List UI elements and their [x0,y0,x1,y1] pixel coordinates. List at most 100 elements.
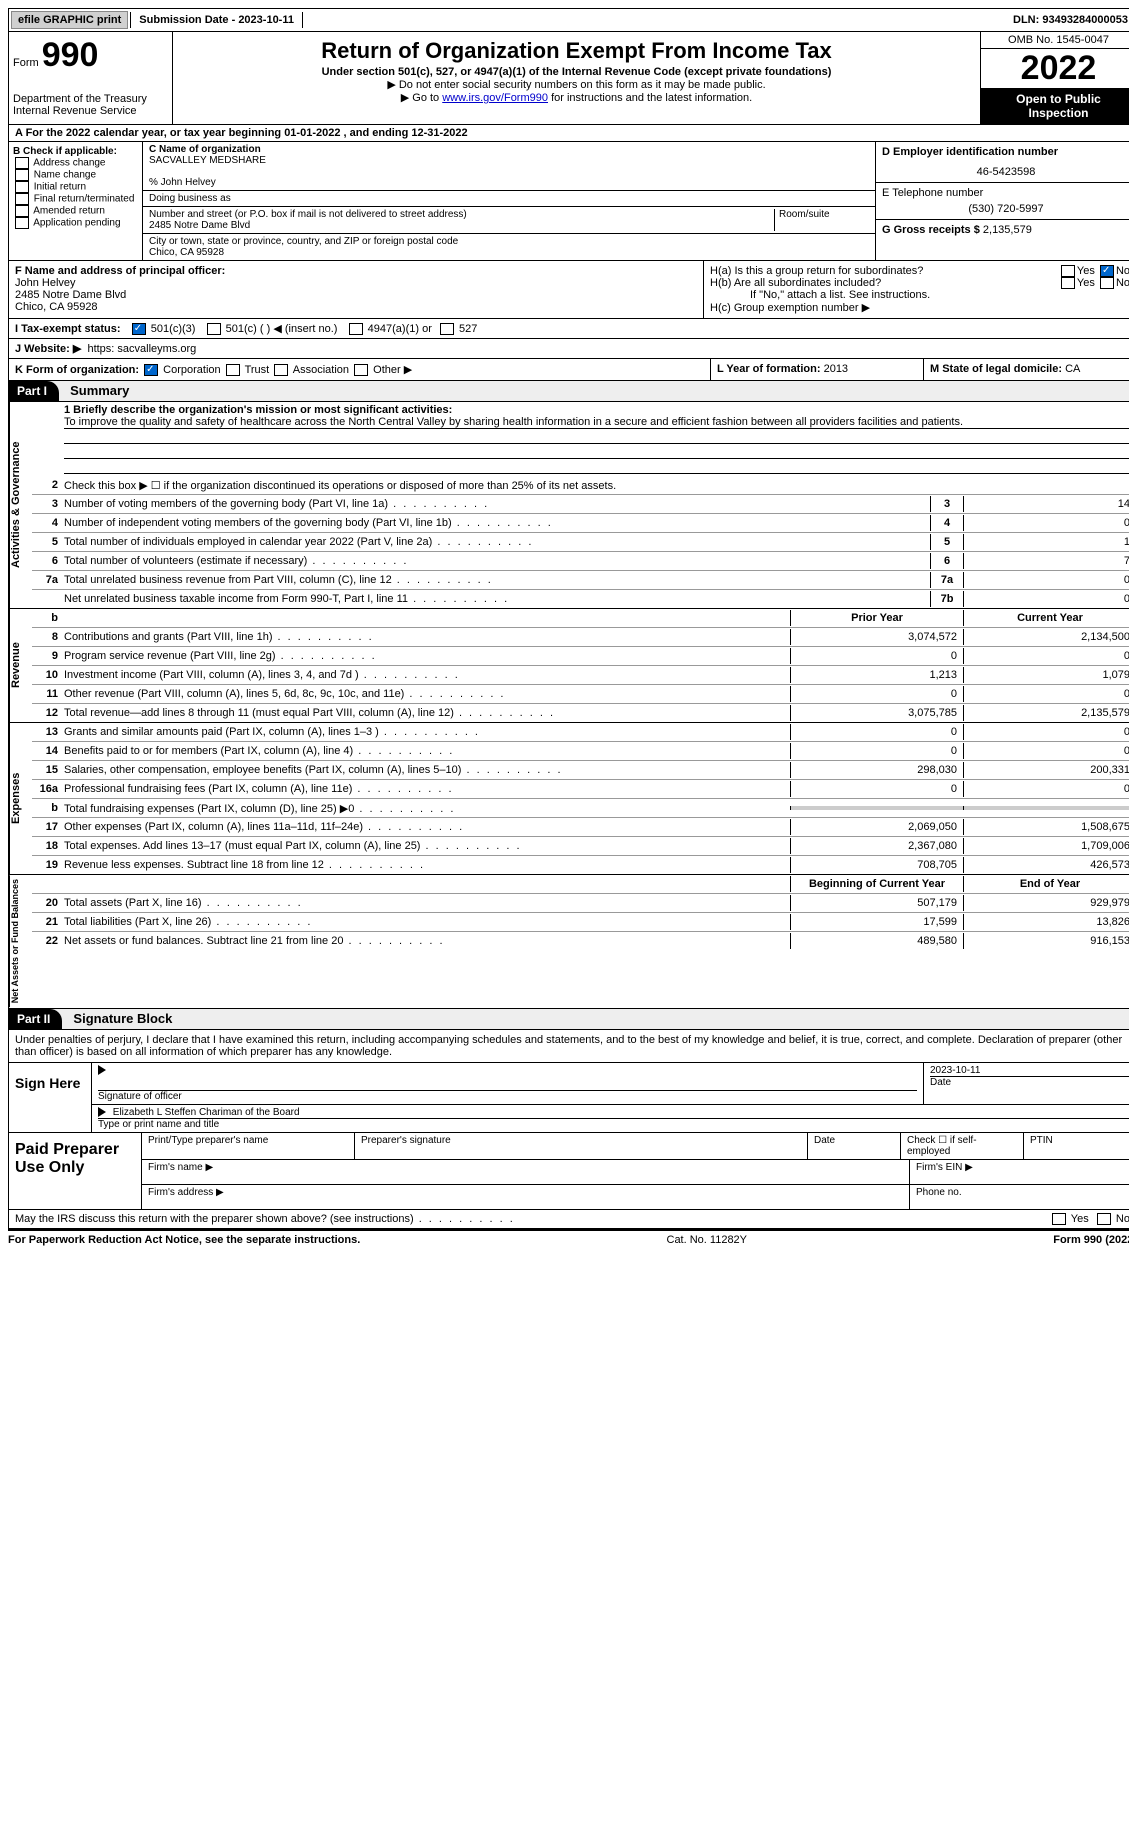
mission-label: 1 Briefly describe the organization's mi… [64,404,1129,416]
mission-block: 1 Briefly describe the organization's mi… [32,402,1129,476]
sub3-pre: ▶ Go to [401,92,442,104]
prior-year-hdr: Prior Year [790,610,963,626]
colb-checkbox[interactable] [15,217,29,229]
ha-label: H(a) Is this a group return for subordin… [710,265,923,277]
501c3-checkbox[interactable] [132,323,146,335]
col-c: C Name of organization SACVALLEY MEDSHAR… [143,142,875,260]
line-2: 2Check this box ▶ ☐ if the organization … [32,476,1129,495]
colb-item: Application pending [13,217,138,229]
ha-no-checkbox[interactable] [1100,265,1114,277]
sig-name-label: Type or print name and title [98,1118,1129,1130]
sig-name: Elizabeth L Steffen Chariman of the Boar… [113,1107,300,1118]
summary-line: 5Total number of individuals employed in… [32,533,1129,552]
colb-checkbox[interactable] [15,169,29,181]
irs-label: Internal Revenue Service [13,105,168,117]
summary-line: 14Benefits paid to or for members (Part … [32,742,1129,761]
colb-item: Address change [13,157,138,169]
form-number: 990 [42,36,99,74]
row-j: J Website: ▶ https: sacvalleyms.org [8,339,1129,359]
row-klm: K Form of organization: Corporation Trus… [8,359,1129,381]
header-sub3: ▶ Go to www.irs.gov/Form990 for instruct… [177,91,976,104]
other-checkbox[interactable] [354,364,368,376]
summary-line: 20Total assets (Part X, line 16)507,1799… [32,894,1129,913]
opt-527: 527 [459,323,477,335]
hb-yes-checkbox[interactable] [1061,277,1075,289]
discuss-yes-checkbox[interactable] [1052,1213,1066,1225]
gross-receipts-label: G Gross receipts $ [882,224,980,236]
website-label: J Website: ▶ [15,343,81,355]
prep-self-emp: Check ☐ if self-employed [901,1133,1024,1159]
ha-yes-checkbox[interactable] [1061,265,1075,277]
cat-no: Cat. No. 11282Y [667,1234,748,1246]
assoc-checkbox[interactable] [274,364,288,376]
colb-item: Initial return [13,181,138,193]
state-domicile: CA [1065,363,1080,375]
header-mid: Return of Organization Exempt From Incom… [173,32,980,124]
eoy-hdr: End of Year [963,876,1129,892]
discuss-no-checkbox[interactable] [1097,1213,1111,1225]
part1-title: Summary [62,383,129,398]
gross-receipts-value: 2,135,579 [983,224,1032,236]
hb-no-checkbox[interactable] [1100,277,1114,289]
page-footer: For Paperwork Reduction Act Notice, see … [8,1229,1129,1249]
hb-label: H(b) Are all subordinates included? [710,277,881,289]
527-checkbox[interactable] [440,323,454,335]
org-name-label: C Name of organization [149,144,261,155]
officer-name: John Helvey [15,277,76,289]
col-h: H(a) Is this a group return for subordin… [703,261,1129,318]
discuss-label: May the IRS discuss this return with the… [15,1213,414,1225]
corp-checkbox[interactable] [144,364,158,376]
prep-sig-label: Preparer's signature [355,1133,808,1159]
summary-line: 17Other expenses (Part IX, column (A), l… [32,818,1129,837]
care-of: % John Helvey [149,177,216,188]
ein-label: D Employer identification number [882,146,1129,158]
colb-checkbox[interactable] [15,157,29,169]
rev-section: Revenue b Prior Year Current Year 8Contr… [8,609,1129,723]
paperwork-notice: For Paperwork Reduction Act Notice, see … [8,1234,360,1246]
summary-line: 7aTotal unrelated business revenue from … [32,571,1129,590]
colb-checkbox[interactable] [15,193,29,205]
firm-ein-label: Firm's EIN ▶ [910,1160,1129,1184]
prep-ptin-label: PTIN [1024,1133,1129,1159]
part2-title: Signature Block [65,1011,172,1026]
officer-label: F Name and address of principal officer: [15,265,225,277]
tax-year: 2022 [981,49,1129,88]
state-domicile-label: M State of legal domicile: [930,363,1062,375]
form-title: Return of Organization Exempt From Incom… [177,38,976,64]
boy-hdr: Beginning of Current Year [790,876,963,892]
vtab-net: Net Assets or Fund Balances [9,875,32,1007]
opt-4947: 4947(a)(1) or [368,323,432,335]
colb-checkbox[interactable] [15,205,29,217]
col-k: K Form of organization: Corporation Trus… [9,359,710,380]
room-suite-label: Room/suite [779,209,830,220]
efile-print-button[interactable]: efile GRAPHIC print [11,11,128,29]
col-b-header: B Check if applicable: [13,146,138,157]
trust-checkbox[interactable] [226,364,240,376]
summary-line: 18Total expenses. Add lines 13–17 (must … [32,837,1129,856]
phone-value: (530) 720-5997 [882,199,1129,215]
colb-checkbox[interactable] [15,181,29,193]
summary-line: 8Contributions and grants (Part VIII, li… [32,628,1129,647]
exp-section: Expenses 13Grants and similar amounts pa… [8,723,1129,875]
form-org-label: K Form of organization: [15,364,139,376]
org-name: SACVALLEY MEDSHARE [149,155,266,166]
submission-date: Submission Date - 2023-10-11 [130,12,303,28]
form-label: Form [13,57,39,69]
form990-link[interactable]: www.irs.gov/Form990 [442,92,548,104]
501c-checkbox[interactable] [207,323,221,335]
sub3-post: for instructions and the latest informat… [551,92,752,104]
gov-section: Activities & Governance 1 Briefly descri… [8,402,1129,609]
efile-topbar: efile GRAPHIC print Submission Date - 20… [8,8,1129,32]
summary-line: 9Program service revenue (Part VIII, lin… [32,647,1129,666]
4947-checkbox[interactable] [349,323,363,335]
form-header: Form 990 Department of the Treasury Inte… [8,32,1129,125]
summary-line: Net unrelated business taxable income fr… [32,590,1129,608]
city-state-zip: Chico, CA 95928 [149,247,224,258]
opt-assoc: Association [293,364,349,376]
summary-line: 12Total revenue—add lines 8 through 11 (… [32,704,1129,722]
header-sub1: Under section 501(c), 527, or 4947(a)(1)… [177,66,976,78]
omb-number: OMB No. 1545-0047 [981,32,1129,49]
colb-item: Amended return [13,205,138,217]
summary-line: 21Total liabilities (Part X, line 26)17,… [32,913,1129,932]
prep-date-label: Date [808,1133,901,1159]
